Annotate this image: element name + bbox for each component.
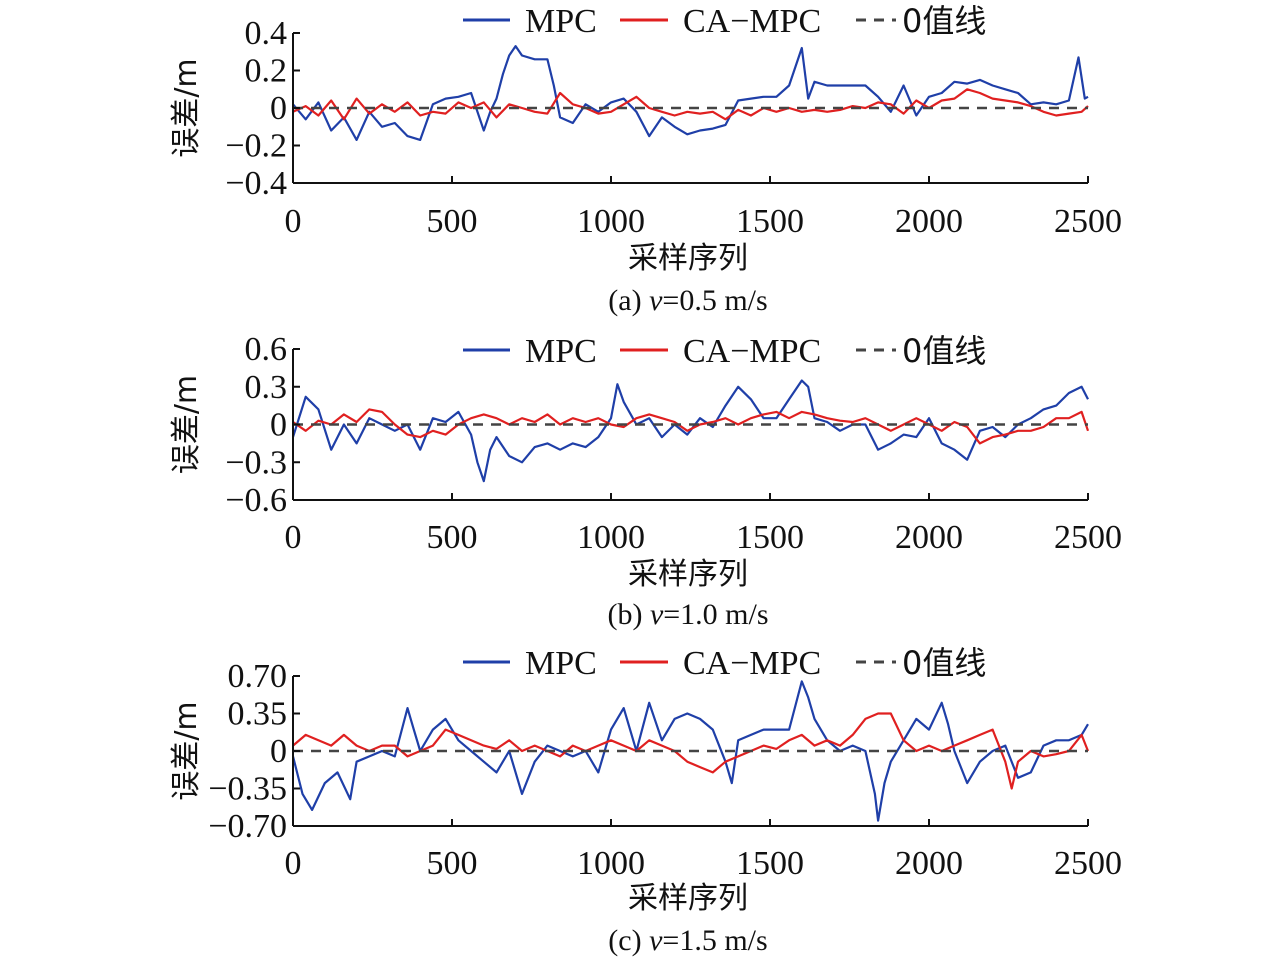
legend-label-2: CA−MPC	[683, 3, 821, 40]
legend-label-3: 0值线	[902, 332, 986, 370]
legend-label-3: 0值线	[902, 2, 986, 40]
y-tick-label: 0.4	[245, 15, 288, 52]
caption-suffix: =1.0 m/s	[663, 598, 768, 631]
caption-prefix: (c)	[608, 924, 649, 957]
x-tick-label: 0	[285, 519, 302, 556]
y-tick-label: −0.35	[208, 771, 287, 808]
x-tick-label: 2500	[1054, 845, 1122, 882]
y-tick-label: 0.6	[245, 331, 288, 368]
x-tick-label: 1500	[736, 519, 804, 556]
y-tick-label: −0.4	[225, 165, 287, 202]
x-tick-label: 500	[427, 519, 478, 556]
caption-suffix: =1.5 m/s	[662, 924, 767, 957]
x-tick-label: 500	[427, 203, 478, 240]
x-tick-label: 500	[427, 845, 478, 882]
x-axis-title: 采样序列	[628, 881, 748, 916]
caption-variable: v	[649, 284, 663, 317]
legend-label-1: MPC	[525, 3, 597, 40]
series-line-2	[292, 712, 1090, 790]
x-tick-label: 0	[285, 203, 302, 240]
panel-caption: (a) v=0.5 m/s	[608, 284, 767, 317]
x-tick-label: 2500	[1054, 203, 1122, 240]
panel-caption: (b) v=1.0 m/s	[607, 598, 768, 631]
legend-label-2: CA−MPC	[683, 333, 821, 370]
series-line-2	[292, 88, 1089, 121]
y-tick-label: 0.70	[228, 658, 288, 695]
caption-variable: v	[649, 924, 663, 957]
legend: MPC CA−MPC 0值线	[463, 332, 986, 370]
series-line-1	[291, 680, 1089, 822]
legend-label-2: CA−MPC	[683, 645, 821, 682]
x-axis-title: 采样序列	[628, 557, 748, 592]
series-line-1	[291, 379, 1089, 483]
x-tick-label: 2000	[895, 203, 963, 240]
legend-label-1: MPC	[525, 645, 597, 682]
y-tick-label: −0.3	[225, 444, 287, 481]
y-tick-label: 0.2	[245, 53, 288, 90]
caption-prefix: (b)	[607, 598, 649, 631]
legend-label-1: MPC	[525, 333, 597, 370]
series-line-1	[292, 44, 1089, 141]
x-tick-label: 1500	[736, 203, 804, 240]
y-tick-label: 0.35	[228, 696, 288, 733]
y-tick-label: 0	[270, 733, 287, 770]
x-tick-label: 0	[285, 845, 302, 882]
legend: MPC CA−MPC 0值线	[463, 2, 986, 40]
legend-label-3: 0值线	[902, 644, 986, 682]
caption-prefix: (a)	[608, 284, 649, 317]
x-tick-label: 2000	[895, 845, 963, 882]
panel-caption: (c) v=1.5 m/s	[608, 924, 767, 957]
y-tick-label: −0.70	[208, 808, 287, 845]
y-tick-label: 0	[270, 407, 287, 444]
x-axis-title: 采样序列	[628, 241, 748, 276]
x-tick-label: 1500	[736, 845, 804, 882]
y-tick-label: −0.6	[225, 482, 287, 519]
y-tick-label: −0.2	[225, 128, 287, 165]
x-tick-label: 1000	[577, 203, 645, 240]
x-tick-label: 1000	[577, 519, 645, 556]
legend: MPC CA−MPC 0值线	[463, 644, 986, 682]
caption-suffix: =0.5 m/s	[662, 284, 767, 317]
y-axis-title: 误差/m	[169, 375, 204, 474]
series-line-2	[292, 408, 1090, 445]
x-tick-label: 2500	[1054, 519, 1122, 556]
y-axis-title: 误差/m	[169, 701, 204, 800]
y-tick-label: 0.3	[245, 369, 288, 406]
caption-variable: v	[650, 598, 664, 631]
y-axis-title: 误差/m	[169, 58, 204, 157]
y-tick-label: 0	[270, 90, 287, 127]
x-tick-label: 1000	[577, 845, 645, 882]
x-tick-label: 2000	[895, 519, 963, 556]
